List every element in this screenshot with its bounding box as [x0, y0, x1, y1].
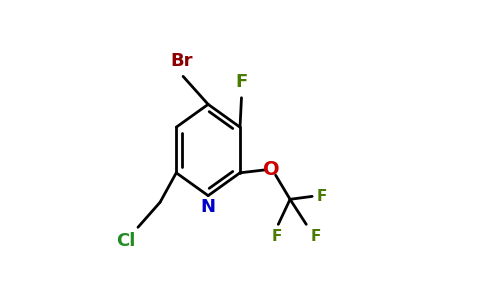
Text: F: F — [272, 229, 282, 244]
Text: Cl: Cl — [116, 232, 135, 250]
Text: F: F — [311, 229, 321, 244]
Text: F: F — [235, 73, 248, 91]
Text: Br: Br — [170, 52, 193, 70]
Text: O: O — [263, 160, 279, 179]
Text: F: F — [317, 189, 327, 204]
Text: N: N — [201, 198, 216, 216]
